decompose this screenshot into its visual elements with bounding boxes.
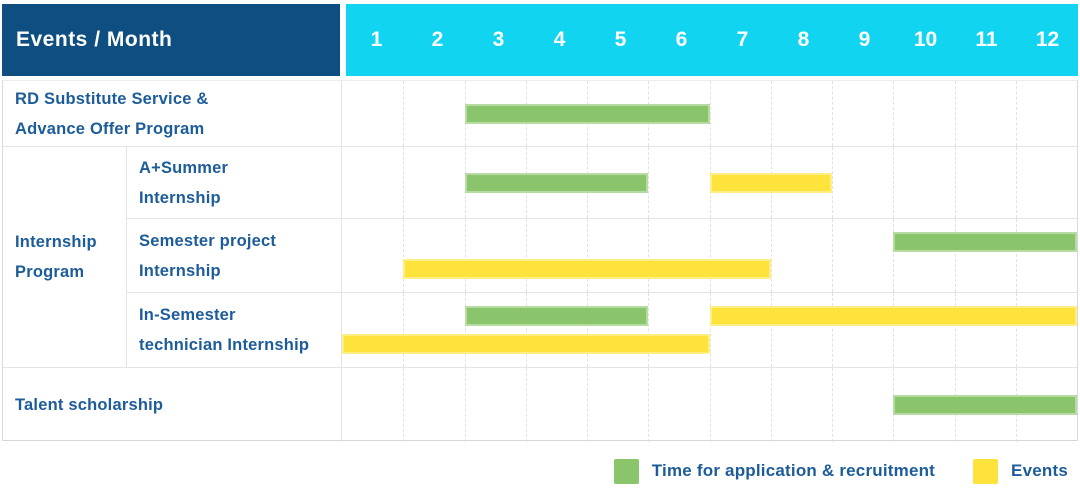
- month-gridline: [464, 219, 466, 292]
- month-label: 4: [553, 28, 566, 51]
- gantt-table-body: RD Substitute Service & Advance Offer Pr…: [2, 80, 1078, 442]
- month-gridline: [403, 147, 405, 218]
- legend-label: Time for application & recruitment: [651, 461, 936, 480]
- month-gridline: [1015, 293, 1017, 367]
- month-label: 9: [858, 28, 871, 51]
- month-label: 7: [736, 28, 749, 51]
- row-label-line: Talent scholarship: [15, 396, 164, 414]
- table-header-row: Events / Month 1 2 3 4 5 6 7 8 9 10 11 12: [2, 4, 1078, 76]
- month-gridline: [832, 219, 833, 292]
- row-label-a-plus-summer-internship: A+Summer Internship: [126, 147, 341, 219]
- row-label-line: RD Substitute Service &: [15, 89, 209, 108]
- month-gridline: [770, 81, 772, 146]
- month-label: 12: [1035, 28, 1060, 51]
- group-label-line: Internship: [15, 233, 97, 251]
- row-label-line: Internship: [139, 261, 221, 280]
- month-gridline: [648, 219, 650, 292]
- gantt-bar-yellow: [342, 334, 710, 355]
- month-gridline: [648, 368, 650, 442]
- month-gridline: [832, 293, 833, 367]
- month-gridline: [709, 293, 711, 367]
- legend-item-events: Events: [973, 458, 1068, 484]
- header-title-cell: Events / Month: [2, 4, 340, 76]
- gantt-bar-green: [464, 103, 710, 124]
- month-gridline: [770, 368, 772, 442]
- month-gridline: [954, 81, 956, 146]
- row-label-line: technician Internship: [139, 336, 310, 354]
- month-gridline: [525, 293, 527, 367]
- group-label-internship-program: Internship Program: [3, 147, 126, 368]
- month-gridline: [587, 219, 588, 292]
- month-gridline: [403, 368, 405, 442]
- header-title: Events / Month: [16, 28, 173, 51]
- month-gridline: [403, 81, 405, 146]
- gantt-bar-green: [464, 172, 649, 193]
- month-gridline: [709, 81, 711, 146]
- month-header-row: 1 2 3 4 5 6 7 8 9 10 11 12: [346, 4, 1078, 76]
- chart-row-rd-substitute-program: [341, 81, 1077, 147]
- month-label: 5: [614, 28, 627, 51]
- month-gridline: [770, 293, 772, 367]
- month-gridline: [893, 293, 895, 367]
- month-gridline: [587, 368, 588, 442]
- row-label-rd-substitute-program: RD Substitute Service & Advance Offer Pr…: [3, 81, 341, 147]
- month-gridline: [893, 219, 895, 292]
- row-label-line: In-Semester: [139, 306, 236, 324]
- chart-row-semester-project-internship: [341, 219, 1077, 293]
- group-label-line: Program: [15, 263, 85, 281]
- month-label: 1: [370, 28, 383, 51]
- month-gridline: [954, 293, 956, 367]
- row-label-line: Advance Offer Program: [15, 119, 205, 138]
- month-gridline: [464, 368, 466, 442]
- row-label-line: Internship: [139, 188, 221, 207]
- gantt-bar-green: [893, 395, 1077, 415]
- row-label-line: Semester project: [139, 231, 277, 250]
- month-gridline: [464, 293, 466, 367]
- month-gridline: [832, 81, 833, 146]
- month-gridline: [893, 147, 895, 218]
- month-gridline: [403, 293, 405, 367]
- legend-label: Events: [1011, 461, 1068, 480]
- gantt-bar-yellow: [403, 259, 771, 280]
- month-gridline: [648, 293, 650, 367]
- chart-row-in-semester-technician-internship: [341, 293, 1077, 368]
- month-gridline: [709, 368, 711, 442]
- row-label-talent-scholarship: Talent scholarship: [3, 368, 341, 442]
- chart-row-talent-scholarship: [341, 368, 1077, 442]
- gantt-bar-green: [464, 305, 649, 326]
- month-label: 6: [675, 28, 688, 51]
- month-label: 10: [913, 28, 938, 51]
- gantt-bar-yellow: [709, 172, 832, 193]
- month-gridline: [954, 147, 956, 218]
- month-gridline: [832, 368, 833, 442]
- month-gridline: [1015, 219, 1017, 292]
- gantt-bar-yellow: [709, 305, 1077, 326]
- month-label: 8: [797, 28, 810, 51]
- legend-item-application-recruitment: Time for application & recruitment: [613, 458, 936, 484]
- month-gridline: [648, 147, 650, 218]
- month-gridline: [525, 219, 527, 292]
- month-gridline: [709, 219, 711, 292]
- chart-row-a-plus-summer-internship: [341, 147, 1077, 219]
- month-gridline: [954, 219, 956, 292]
- month-gridline: [587, 293, 588, 367]
- month-gridline: [893, 81, 895, 146]
- month-gridline: [1015, 147, 1017, 218]
- yellow-swatch-icon: [973, 458, 999, 484]
- month-gridline: [403, 219, 405, 292]
- month-gridline: [832, 147, 833, 218]
- month-label: 2: [431, 28, 444, 51]
- month-gridline: [770, 219, 772, 292]
- green-swatch-icon: [613, 458, 639, 484]
- month-gridline: [525, 368, 527, 442]
- gantt-bar-green: [893, 231, 1077, 252]
- month-label: 11: [975, 28, 998, 51]
- month-label: 3: [492, 28, 505, 51]
- row-label-semester-project-internship: Semester project Internship: [126, 219, 341, 293]
- row-label-line: A+Summer: [139, 158, 229, 177]
- row-label-in-semester-technician-internship: In-Semester technician Internship: [126, 293, 341, 368]
- chart-legend: Time for application & recruitment Event…: [613, 456, 1068, 486]
- month-gridline: [1015, 81, 1017, 146]
